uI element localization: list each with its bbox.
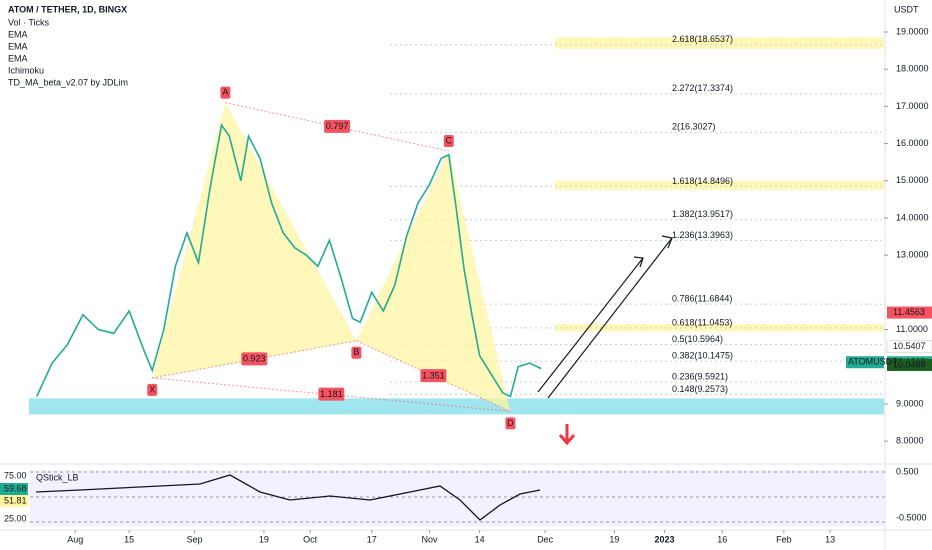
lower-pane-title: QStick_LB bbox=[36, 472, 79, 482]
indicator-label: EMA bbox=[8, 29, 28, 39]
x-tick-label: 17 bbox=[367, 534, 377, 544]
arrow-head bbox=[633, 256, 644, 268]
fib-label: 1.236(13.3963) bbox=[672, 230, 733, 240]
ratio-line bbox=[152, 340, 357, 379]
y-tick-label: 18.0000 bbox=[896, 64, 929, 74]
ratio-label: 0.797 bbox=[326, 121, 349, 131]
y-tick-label: 17.0000 bbox=[896, 101, 929, 111]
indicator-label: Ichimoku bbox=[8, 65, 44, 75]
y-tick-label: 9.0000 bbox=[896, 398, 924, 408]
arrow-head bbox=[661, 235, 673, 249]
pattern-point-label: C bbox=[446, 135, 453, 145]
pattern-point-box bbox=[443, 135, 454, 148]
x-tick-label: Dec bbox=[537, 534, 554, 544]
price-label: 10.5407 bbox=[893, 341, 926, 351]
x-tick-label: Nov bbox=[422, 534, 439, 544]
x-tick-label: 13 bbox=[825, 534, 835, 544]
lower-axis-label: 25.00 bbox=[4, 513, 27, 523]
pattern-point-label: X bbox=[149, 384, 155, 394]
ratio-label: 1.181 bbox=[320, 389, 343, 399]
zone bbox=[555, 37, 884, 49]
zone bbox=[555, 180, 884, 191]
arrow-line bbox=[537, 257, 644, 393]
fib-label: 2.618(18.6537) bbox=[672, 34, 733, 44]
y-tick-label: 16.0000 bbox=[896, 138, 929, 148]
symbol-tag-label: ATOMUSDT bbox=[848, 357, 898, 367]
y-tick-label: 13.0000 bbox=[896, 250, 929, 260]
down-arrow bbox=[558, 424, 576, 446]
price-label: 10.0488 bbox=[893, 359, 926, 369]
ratio-box bbox=[420, 369, 447, 383]
indicator-label: EMA bbox=[8, 53, 28, 63]
lower-axis-label: 51.81 bbox=[4, 495, 27, 505]
y-tick-label: 14.0000 bbox=[896, 212, 929, 222]
lower-axis-box bbox=[0, 483, 28, 495]
indicator-label: EMA bbox=[8, 41, 28, 51]
x-tick-label: 15 bbox=[124, 534, 134, 544]
pattern-point-box bbox=[220, 86, 231, 99]
lower-axis-label: 75.00 bbox=[4, 470, 27, 480]
fib-label: 1.618(14.8496) bbox=[672, 176, 733, 186]
price-label-box bbox=[887, 306, 932, 319]
pattern-fill bbox=[152, 102, 357, 378]
fib-label: 0.618(11.0453) bbox=[672, 317, 732, 327]
qstick-line bbox=[35, 474, 541, 521]
lower-axis-label: -0.5000 bbox=[896, 512, 927, 522]
lower-axis-box bbox=[0, 470, 28, 482]
y-tick-label: 19.0000 bbox=[896, 26, 929, 36]
pattern-point-box bbox=[351, 346, 362, 359]
x-tick-label: Sep bbox=[187, 534, 203, 544]
x-tick-label: 2023 bbox=[654, 534, 674, 544]
pattern-point-box bbox=[505, 417, 516, 430]
ratio-label: 1.351 bbox=[422, 370, 445, 380]
lower-axis-box bbox=[0, 513, 28, 525]
ratio-box bbox=[324, 119, 351, 133]
fib-label: 0.382(10.1475) bbox=[672, 351, 733, 361]
fib-label: 0.5(10.5964) bbox=[672, 334, 723, 344]
price-label: 11.4563 bbox=[893, 307, 925, 317]
x-tick-label: 16 bbox=[717, 534, 727, 544]
pattern-point-label: A bbox=[222, 87, 228, 97]
fib-label: 2(16.3027) bbox=[672, 122, 716, 132]
x-tick-label: 14 bbox=[475, 534, 485, 544]
x-tick-label: 19 bbox=[609, 534, 619, 544]
lower-axis-label: 0.500 bbox=[896, 466, 919, 476]
symbol-tag bbox=[846, 356, 884, 369]
indicator-label: TD_MA_beta_v2.07 by JDLim bbox=[8, 77, 128, 87]
price-label-box bbox=[886, 340, 932, 354]
lower-axis-label: 59.68 bbox=[4, 483, 27, 493]
fib-label: 0.786(11.6844) bbox=[672, 293, 732, 303]
x-tick-label: 19 bbox=[259, 534, 269, 544]
lower-axis-box bbox=[0, 495, 28, 507]
fib-label: 0.236(9.5921) bbox=[672, 371, 728, 381]
fib-label: 1.382(13.9517) bbox=[672, 209, 733, 219]
price-line bbox=[35, 122, 542, 398]
ratio-label: 0.923 bbox=[243, 354, 266, 364]
ratio-box bbox=[241, 352, 268, 366]
x-tick-label: Aug bbox=[67, 534, 83, 544]
pattern-fill bbox=[356, 151, 511, 412]
lower-pane-labels: 75.00 59.68 51.81 25.00 0.500 -0.5000 bbox=[0, 466, 927, 525]
currency: USDT bbox=[894, 4, 919, 14]
fib-label: 2.272(17.3374) bbox=[672, 83, 733, 93]
arrow-line bbox=[547, 237, 673, 399]
indicator-label: Vol · Ticks bbox=[8, 17, 50, 27]
pattern-point-label: B bbox=[353, 347, 359, 357]
fib-label: 0.148(9.2573) bbox=[672, 384, 728, 394]
y-tick-label: 11.0000 bbox=[896, 324, 928, 334]
y-tick-label: 8.0000 bbox=[896, 436, 924, 446]
x-tick-label: Feb bbox=[776, 534, 792, 544]
ratio-box bbox=[318, 387, 345, 401]
zone bbox=[555, 323, 884, 332]
y-tick-label: 15.0000 bbox=[896, 175, 929, 185]
price-label-box bbox=[887, 358, 932, 371]
x-tick-label: Oct bbox=[303, 534, 318, 544]
chart-title: ATOM / TETHER, 1D, BINGX bbox=[8, 4, 127, 14]
pattern-point-box bbox=[147, 383, 158, 396]
indicators: Vol · Ticks EMA EMA EMA Ichimoku TD_MA_beta_v… bbox=[8, 17, 128, 87]
pattern-point-label: D bbox=[507, 418, 514, 428]
